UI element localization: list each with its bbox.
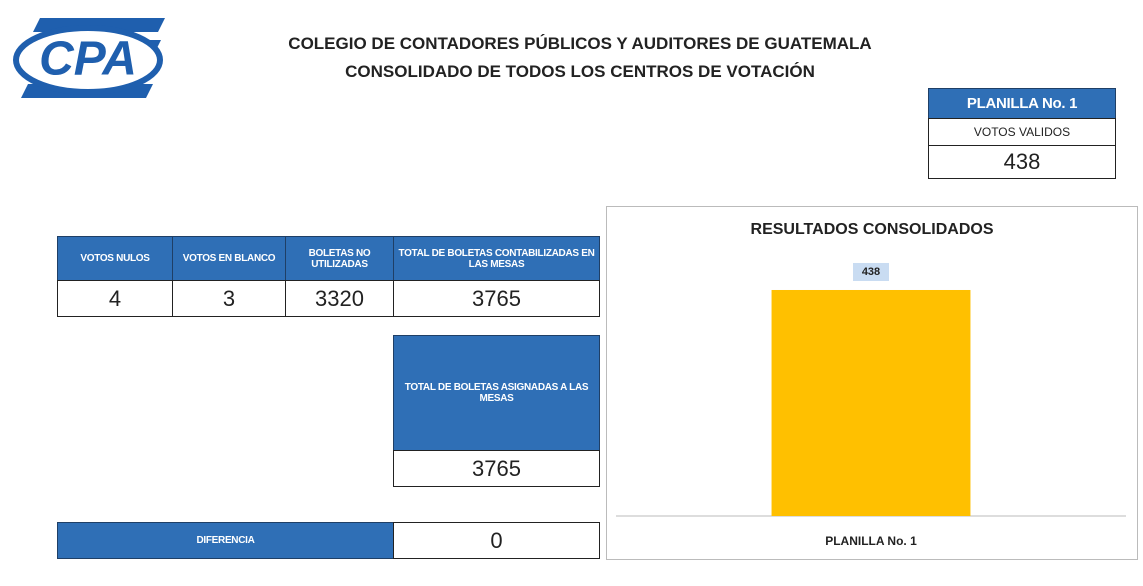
table-value: 4 bbox=[57, 280, 173, 317]
chart: RESULTADOS CONSOLIDADOS PLANILLA No. 1 43… bbox=[606, 206, 1138, 560]
asignadas-label: TOTAL DE BOLETAS ASIGNADAS A LAS MESAS bbox=[393, 335, 600, 451]
planilla-label: VOTOS VALIDOS bbox=[928, 118, 1116, 146]
bar bbox=[771, 289, 971, 516]
table-header: BOLETAS NO UTILIZADAS bbox=[285, 236, 394, 281]
data-label-bg bbox=[853, 262, 889, 281]
title: COLEGIO DE CONTADORES PÚBLICOS Y AUDITOR… bbox=[288, 34, 872, 53]
asignadas-value: 3765 bbox=[393, 450, 600, 487]
planilla-value: 438 bbox=[928, 145, 1116, 179]
diferencia-label: DIFERENCIA bbox=[57, 522, 394, 559]
table-header: VOTOS EN BLANCO bbox=[172, 236, 286, 281]
diferencia-value: 0 bbox=[393, 522, 600, 559]
table-value: 3 bbox=[172, 280, 286, 317]
table-value: 3765 bbox=[393, 280, 600, 317]
data-label: 438 bbox=[862, 266, 880, 278]
table-header: VOTOS NULOS bbox=[57, 236, 173, 281]
planilla-title: PLANILLA No. 1 bbox=[928, 88, 1116, 119]
subtitle: CONSOLIDADO DE TODOS LOS CENTROS DE VOTA… bbox=[345, 62, 815, 81]
logo: CPA bbox=[13, 18, 165, 98]
table-header: TOTAL DE BOLETAS CONTABILIZADAS EN LAS M… bbox=[393, 236, 600, 281]
table-value: 3320 bbox=[285, 280, 394, 317]
chart-title: RESULTADOS CONSOLIDADOS bbox=[751, 221, 994, 238]
logo-text: CPA bbox=[39, 33, 137, 86]
x-tick-label: PLANILLA No. 1 bbox=[825, 534, 917, 548]
